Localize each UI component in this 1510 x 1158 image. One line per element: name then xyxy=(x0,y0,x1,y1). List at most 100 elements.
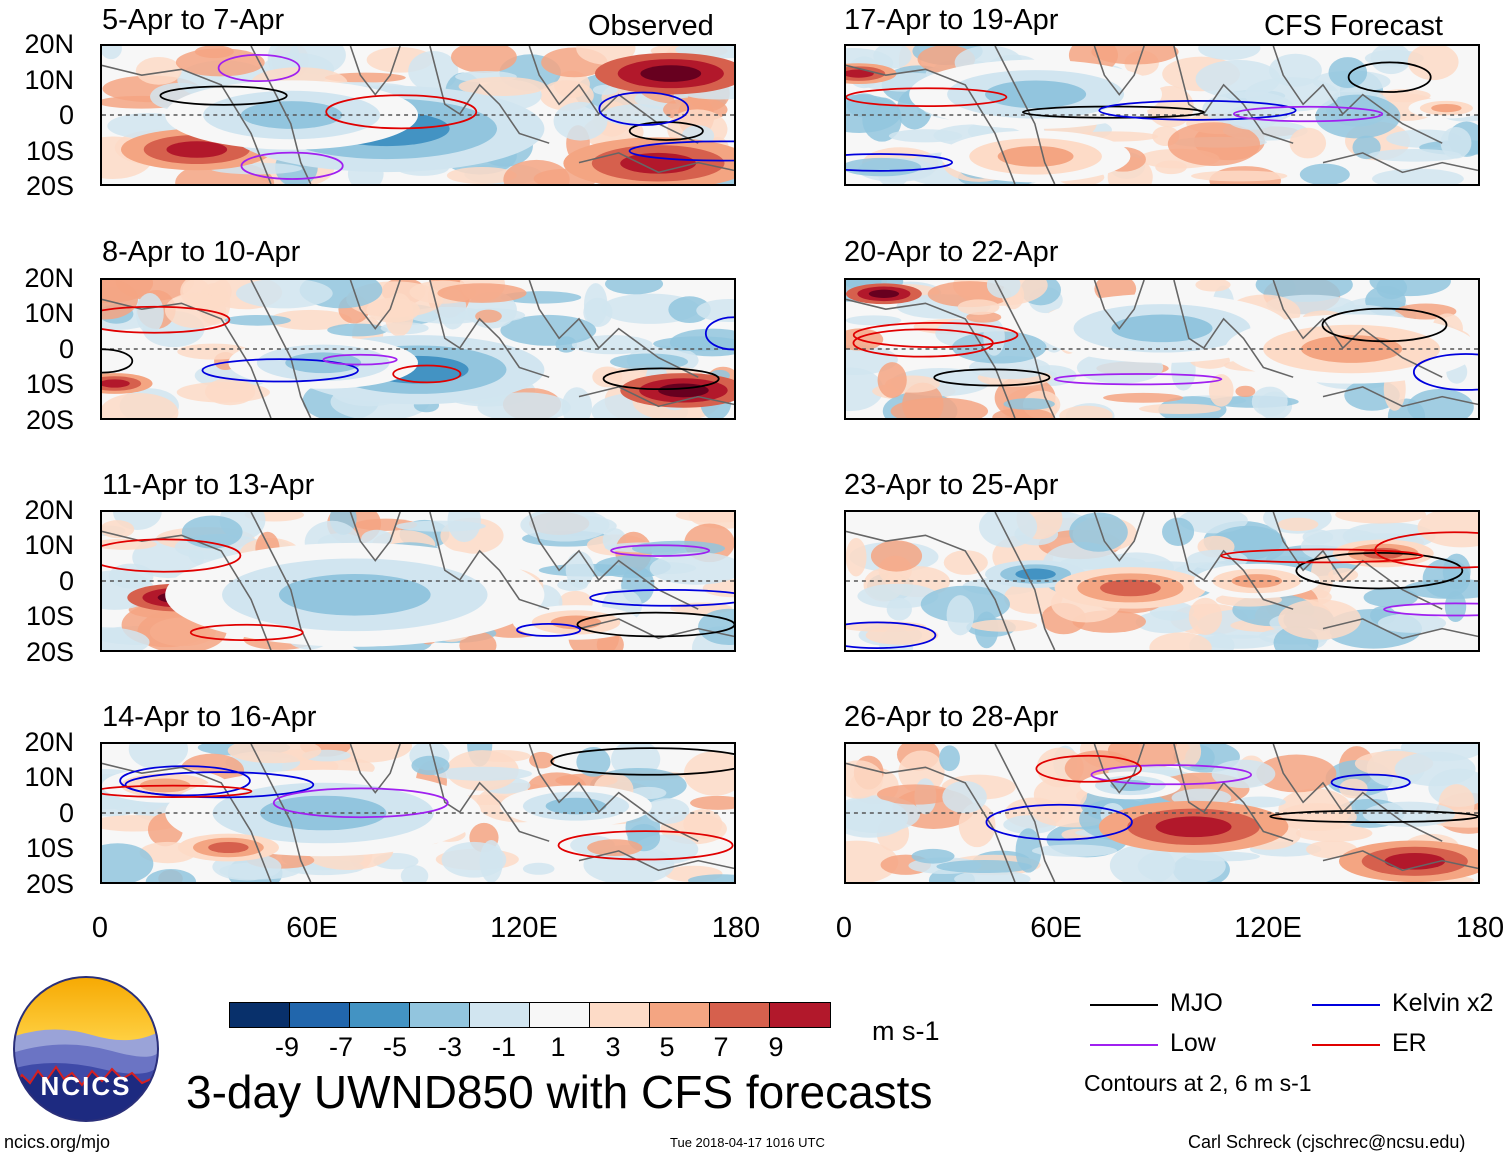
contour-low xyxy=(1232,105,1384,123)
wind-anomaly-shade xyxy=(939,745,960,772)
legend-label-kelvin: Kelvin x2 xyxy=(1392,989,1494,1017)
contour-kelvin xyxy=(201,358,359,383)
coastline xyxy=(349,46,401,96)
wind-anomaly-shade xyxy=(587,839,643,857)
colorbar-tick-label: 7 xyxy=(713,1032,729,1062)
panel-title-7: 23-Apr to 25-Apr xyxy=(844,469,1059,501)
wind-anomaly-shade xyxy=(898,750,945,794)
lat-tick-label: 20N xyxy=(24,29,74,59)
wind-anomaly-shade xyxy=(1370,46,1412,75)
coastline xyxy=(250,280,312,418)
coastline xyxy=(349,280,401,330)
wind-anomaly-shade xyxy=(1004,581,1063,614)
lat-tick-label: 10N xyxy=(24,65,74,95)
wind-anomaly-shade xyxy=(1031,844,1118,857)
lon-tick-label: 120E xyxy=(1234,912,1302,944)
map-svg-8 xyxy=(846,744,1478,882)
lat-tick-label: 0 xyxy=(58,566,74,596)
coastline xyxy=(578,152,734,174)
contour-mjo xyxy=(102,348,134,374)
colorbar-tick-label: 5 xyxy=(659,1032,675,1062)
wind-anomaly-shade xyxy=(1091,46,1179,65)
wind-anomaly-shade xyxy=(102,843,154,882)
lat-tick-label: 0 xyxy=(58,100,74,130)
lat-tick-label: 20N xyxy=(24,727,74,757)
contour-er xyxy=(189,623,304,642)
wind-anomaly-shade xyxy=(1363,587,1418,608)
coastline xyxy=(349,744,401,794)
map-svg-1 xyxy=(102,46,734,184)
map-svg-5 xyxy=(846,46,1478,184)
logo-text: NCICS xyxy=(41,1071,132,1101)
contour-mjo xyxy=(576,611,734,638)
colorbar xyxy=(229,1002,831,1028)
wind-anomaly-shade xyxy=(1368,149,1462,162)
wind-anomaly-core xyxy=(985,80,1087,109)
legend-label-low: Low xyxy=(1170,1029,1216,1057)
wind-anomaly-shade xyxy=(583,297,613,328)
colorbar-tick-label: -1 xyxy=(491,1032,516,1062)
wind-anomaly-shade xyxy=(1394,751,1476,787)
coastline xyxy=(429,280,550,378)
lat-tick-label: 0 xyxy=(58,334,74,364)
wind-anomaly-shade xyxy=(503,159,570,184)
wind-anomaly-shade xyxy=(888,129,963,143)
wind-anomaly-shade xyxy=(942,780,987,814)
wind-anomaly-shade xyxy=(1407,388,1474,418)
contour-er xyxy=(557,830,734,861)
contour-kelvin xyxy=(628,140,734,162)
wind-anomaly-core xyxy=(1384,852,1446,870)
wind-anomaly-shade xyxy=(1188,597,1223,635)
lon-tick-label: 60E xyxy=(286,912,338,944)
wind-anomaly-shade xyxy=(500,314,597,346)
wind-anomaly-shade xyxy=(1175,744,1202,767)
wind-anomaly-shade xyxy=(1278,599,1362,640)
panel-label-observed: Observed xyxy=(588,10,714,42)
panel-title-4: 14-Apr to 16-Apr xyxy=(102,701,317,733)
wind-anomaly-shade xyxy=(644,798,690,824)
wind-anomaly-shade xyxy=(1162,517,1195,547)
wind-anomaly-shade xyxy=(1234,796,1286,808)
wind-anomaly-shade xyxy=(177,343,250,360)
wind-anomaly-shade xyxy=(846,798,909,838)
wind-anomaly-shade xyxy=(1403,578,1478,599)
colorbar-tick-label: 1 xyxy=(550,1032,566,1062)
wind-anomaly-shade xyxy=(957,299,1000,315)
map-svg-7 xyxy=(846,512,1478,650)
wind-anomaly-shade xyxy=(1277,517,1319,532)
contour-mjo xyxy=(550,747,734,776)
contour-kelvin xyxy=(846,153,953,172)
wind-anomaly-shade xyxy=(437,283,527,303)
wind-anomaly-shade xyxy=(1198,634,1278,649)
coastline xyxy=(1322,618,1478,640)
coastline xyxy=(1272,512,1443,610)
wind-anomaly-shade xyxy=(846,537,867,577)
contour-mjo xyxy=(602,367,720,391)
wind-anomaly-shade xyxy=(565,551,595,588)
wind-anomaly-shade xyxy=(366,297,421,323)
contour-kelvin xyxy=(589,588,734,607)
wind-anomaly-shade xyxy=(958,802,996,848)
contour-low xyxy=(1090,764,1253,786)
contour-kelvin xyxy=(985,803,1133,841)
lat-tick-label: 10S xyxy=(25,833,74,863)
coastline xyxy=(846,762,1016,882)
wind-anomaly-core xyxy=(285,352,362,374)
contour-er xyxy=(852,322,1019,348)
coastline xyxy=(349,512,401,562)
wind-anomaly-shade xyxy=(576,747,611,777)
coastline xyxy=(1093,280,1145,330)
wind-anomaly-shade xyxy=(1362,801,1456,827)
coastline xyxy=(1093,46,1145,96)
contour-low xyxy=(322,353,398,366)
colorbar-swatch xyxy=(230,1003,290,1027)
contour-kelvin xyxy=(846,621,937,649)
wind-anomaly-shade xyxy=(522,862,555,875)
contour-low xyxy=(272,787,449,819)
wind-anomaly-shade xyxy=(687,874,734,882)
panel-title-6: 20-Apr to 22-Apr xyxy=(844,236,1059,268)
legend-line-er xyxy=(1312,1044,1380,1046)
wind-anomaly-shade xyxy=(690,795,734,810)
coastline xyxy=(994,46,1056,184)
wind-anomaly-shade xyxy=(605,280,664,295)
